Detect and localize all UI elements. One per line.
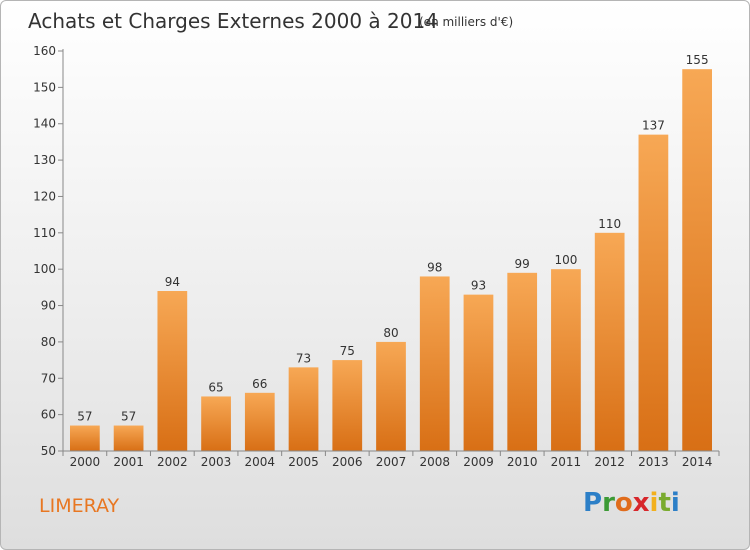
x-axis: 2000 2001 2002 2003 2004 2005 2006 2007 2008 2009… (62, 450, 720, 469)
y-tick-label: 90 (41, 299, 56, 313)
x-tick-label: 2012 (594, 455, 625, 469)
bar (463, 294, 494, 451)
bar (157, 291, 188, 451)
y-tick-label: 60 (41, 408, 56, 422)
data-label: 100 (554, 253, 577, 267)
x-tick-label: 2014 (682, 455, 713, 469)
x-tick-label: 2008 (419, 455, 450, 469)
y-tick-label: 80 (41, 335, 56, 349)
bar (332, 360, 363, 451)
data-label: 98 (427, 260, 442, 274)
chart-title: Achats et Charges Externes 2000 à 2014 (28, 9, 438, 33)
bar (419, 276, 450, 451)
bar (507, 272, 538, 451)
bar (594, 232, 625, 451)
x-tick-label: 2006 (332, 455, 363, 469)
data-label: 66 (252, 377, 267, 391)
x-tick-label: 2000 (70, 455, 101, 469)
bar (638, 134, 669, 452)
data-label: 99 (515, 257, 530, 271)
data-label: 73 (296, 351, 311, 365)
data-label: 93 (471, 279, 486, 293)
bar (201, 396, 231, 451)
bar (113, 425, 144, 451)
bar (244, 392, 275, 451)
data-label: 80 (383, 326, 398, 340)
bar-series: 57 57 94 65 66 73 75 80 98 93 99 100 110 137 155 (69, 53, 713, 452)
bar (682, 69, 713, 451)
y-axis: 50 60 70 80 90 100 110 120 130 140 150 160 (33, 44, 64, 458)
data-label: 57 (77, 410, 92, 424)
data-label: 110 (598, 217, 621, 231)
chart-subtitle: (en milliers d'€) (419, 15, 514, 29)
x-tick-label: 2002 (157, 455, 188, 469)
x-tick-label: 2013 (638, 455, 669, 469)
y-tick-label: 140 (33, 117, 56, 131)
data-label: 137 (642, 119, 665, 133)
proxiti-logo[interactable]: Proxiti (583, 488, 680, 518)
y-tick-label: 70 (41, 371, 56, 385)
x-tick-label: 2001 (113, 455, 144, 469)
bar (288, 367, 319, 451)
x-tick-label: 2005 (288, 455, 319, 469)
y-tick-label: 130 (33, 153, 56, 167)
x-tick-label: 2009 (463, 455, 494, 469)
data-label: 57 (121, 410, 136, 424)
bar (551, 269, 581, 451)
bar (376, 341, 406, 451)
x-tick-label: 2004 (245, 455, 276, 469)
data-label: 65 (208, 380, 223, 394)
y-tick-label: 50 (41, 444, 56, 458)
y-tick-label: 160 (33, 44, 56, 58)
x-tick-label: 2007 (376, 455, 407, 469)
location-label: LIMERAY (39, 495, 120, 517)
data-label: 94 (165, 275, 180, 289)
data-label: 75 (340, 344, 355, 358)
x-tick-label: 2011 (551, 455, 582, 469)
y-tick-label: 120 (33, 189, 56, 203)
y-tick-label: 110 (33, 226, 56, 240)
y-tick-label: 150 (33, 80, 56, 94)
data-label: 155 (686, 53, 709, 67)
y-tick-label: 100 (33, 262, 56, 276)
x-tick-label: 2010 (507, 455, 538, 469)
x-tick-label: 2003 (201, 455, 232, 469)
bar (69, 425, 100, 451)
